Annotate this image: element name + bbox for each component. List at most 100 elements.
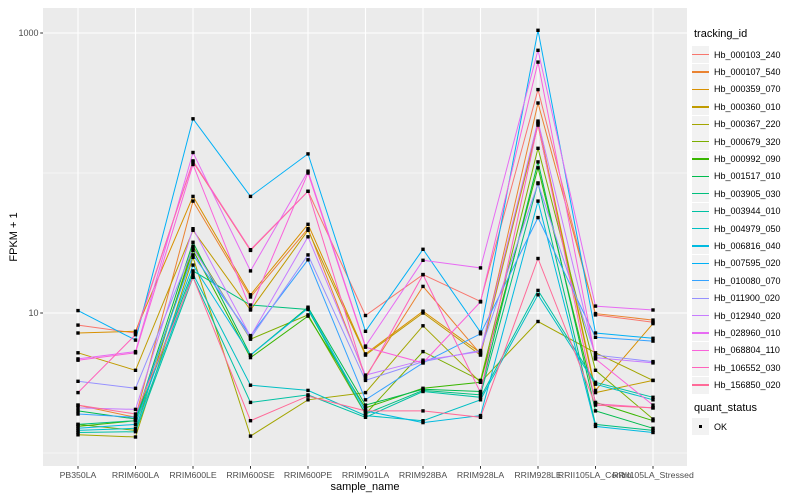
- legend-item-label: Hb_000367_220: [714, 119, 781, 130]
- x-tick-label: RRIM600SE: [226, 470, 274, 480]
- legend-item-label: Hb_156850_020: [714, 380, 781, 391]
- legend-line-icon: [692, 210, 709, 212]
- x-tick-label: RRIM928BA: [399, 470, 447, 480]
- legend-item-Hb_003905_030: Hb_003905_030: [692, 185, 800, 203]
- legend-line-icon: [692, 332, 709, 334]
- legend-item-Hb_106552_030: Hb_106552_030: [692, 359, 800, 377]
- legend-item-label: Hb_000992_090: [714, 154, 781, 165]
- legend-item-Hb_156850_020: Hb_156850_020: [692, 376, 800, 394]
- legend-line-icon: [692, 245, 709, 247]
- legend-item-Hb_007595_020: Hb_007595_020: [692, 254, 800, 272]
- legend-key-swatch: [692, 272, 709, 290]
- legend-item-label: Hb_006816_040: [714, 240, 781, 251]
- legend-key-swatch: [692, 115, 709, 133]
- legend-item-label: OK: [714, 421, 728, 432]
- legend-item-Hb_000367_220: Hb_000367_220: [692, 115, 800, 133]
- x-tick-label: RRIM928LA: [457, 470, 505, 480]
- legend-key-swatch: [692, 220, 709, 238]
- legend-item-label: Hb_011900_020: [714, 293, 780, 304]
- legend-key-swatch: [692, 341, 709, 359]
- legend-line-icon: [692, 349, 709, 351]
- legend-item-label: Hb_068804_110: [714, 345, 780, 356]
- legend-item-Hb_001517_010: Hb_001517_010: [692, 167, 800, 185]
- y-tick-label: 1000: [18, 28, 38, 38]
- legend-line-icon: [692, 227, 709, 230]
- legend-item-Hb_000360_010: Hb_000360_010: [692, 98, 800, 116]
- legend-key-swatch: [692, 150, 709, 168]
- legend-key-swatch: [692, 98, 709, 116]
- legend-line-icon: [692, 193, 709, 195]
- legend-item-label: Hb_012940_020: [714, 310, 781, 321]
- legend-key-swatch: [692, 202, 709, 220]
- legend-key-swatch: [692, 359, 709, 377]
- legend-item-Hb_000359_070: Hb_000359_070: [692, 80, 800, 98]
- legend-item-Hb_000103_240: Hb_000103_240: [692, 46, 800, 64]
- legend-item-label: Hb_000103_240: [714, 49, 781, 60]
- legend-line-icon: [692, 88, 709, 91]
- legend-item-label: Hb_007595_020: [714, 258, 781, 269]
- legend-item-Hb_068804_110: Hb_068804_110: [692, 341, 800, 359]
- legend-title-tracking-id: tracking_id: [694, 28, 748, 40]
- legend-line-icon: [692, 106, 709, 108]
- y-tick-label: 10: [28, 308, 38, 318]
- legend-line-icon: [692, 175, 709, 178]
- legend-key-swatch: [692, 46, 709, 64]
- legend-item-Hb_003944_010: Hb_003944_010: [692, 202, 800, 220]
- legend-line-icon: [692, 71, 709, 73]
- legend-key-swatch: [692, 63, 709, 81]
- legend-line-icon: [692, 384, 709, 386]
- legend-item-Hb_028960_010: Hb_028960_010: [692, 324, 800, 342]
- legend-item-Hb_012940_020: Hb_012940_020: [692, 307, 800, 325]
- legend-key-swatch: [692, 376, 709, 394]
- legend-key-swatch: [692, 80, 709, 98]
- legend-item-Hb_004979_050: Hb_004979_050: [692, 220, 800, 238]
- legend-item-label: Hb_004979_050: [714, 223, 781, 234]
- legend-key-swatch: [692, 307, 709, 325]
- legend-item-label: Hb_003944_010: [714, 206, 781, 217]
- axes: 1000 10 PB350LA RRIM600LA RRIM600LE RRIM600SE…: [18, 28, 693, 480]
- x-tick-label: RRIM928LE: [514, 470, 562, 480]
- x-tick-label: PB350LA: [60, 470, 97, 480]
- legend-item-label: Hb_000359_070: [714, 84, 781, 95]
- x-tick-label: RRIM600LA: [112, 470, 160, 480]
- x-tick-label: RRII105LA_Control: [558, 470, 633, 480]
- legend-item-label: Hb_003905_030: [714, 188, 781, 199]
- legend-items: Hb_000103_240 Hb_000107_540 Hb_000359_070 H…: [692, 46, 800, 394]
- legend-item-Hb_000679_320: Hb_000679_320: [692, 133, 800, 151]
- legend-key-swatch: [692, 289, 709, 307]
- legend-key-swatch: [692, 254, 709, 272]
- legend-item-Hb_011900_020: Hb_011900_020: [692, 289, 800, 307]
- legend-line-icon: [692, 367, 709, 369]
- x-tick-label: RRIM600LE: [169, 470, 217, 480]
- legend-line-icon: [692, 314, 709, 317]
- legend-item-Hb_000107_540: Hb_000107_540: [692, 63, 800, 81]
- x-tick-label: RRII105LA_Stressed: [612, 470, 694, 480]
- legend-key-swatch: [692, 167, 709, 185]
- legend-line-icon: [692, 123, 709, 125]
- y-axis-title: FPKM + 1: [8, 212, 20, 262]
- legend-item-label: Hb_106552_030: [714, 362, 781, 373]
- legend-item-label: Hb_000360_010: [714, 101, 781, 112]
- legend-item-label: Hb_000679_320: [714, 136, 781, 147]
- legend-key-swatch: [692, 133, 709, 151]
- legend-key-swatch: [692, 324, 709, 342]
- legend-line-icon: [692, 140, 709, 143]
- legend-item-label: Hb_001517_010: [714, 171, 781, 182]
- ok-key-swatch: [692, 418, 709, 435]
- black-square-marker-icon: [698, 424, 703, 429]
- legend-item-label: Hb_010080_070: [714, 275, 781, 286]
- legend-line-icon: [692, 297, 709, 299]
- legend-item-ok: OK: [692, 418, 800, 435]
- legend-line-icon: [692, 158, 709, 160]
- legend: tracking_id Hb_000103_240 Hb_000107_540 Hb…: [692, 28, 800, 435]
- legend-title-quant-status: quant_status: [694, 401, 757, 414]
- legend-key-swatch: [692, 237, 709, 255]
- x-axis-title: sample_name: [330, 481, 400, 493]
- x-tick-label: RRIM901LA: [342, 470, 390, 480]
- legend-key-swatch: [692, 185, 709, 203]
- legend-item-Hb_006816_040: Hb_006816_040: [692, 237, 800, 255]
- legend-line-icon: [692, 262, 709, 265]
- legend-item-Hb_000992_090: Hb_000992_090: [692, 150, 800, 168]
